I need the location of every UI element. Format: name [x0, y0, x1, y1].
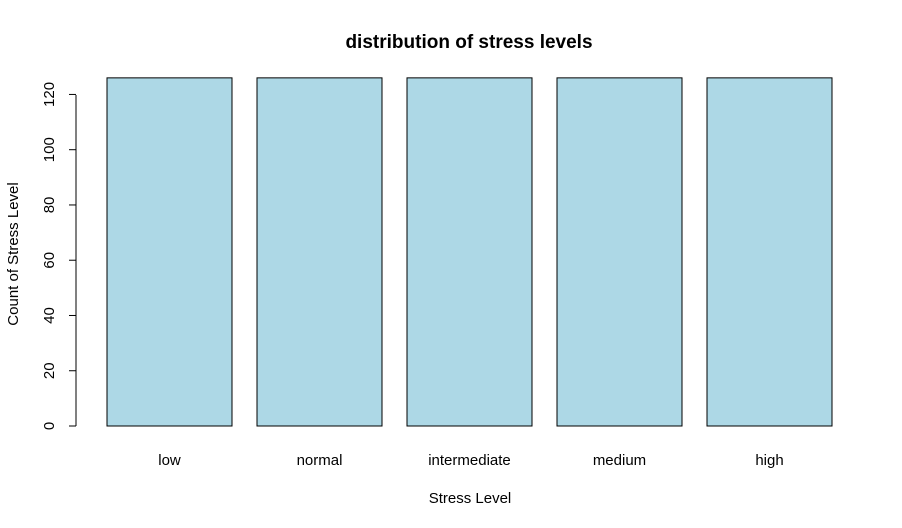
- y-tick-label: 60: [41, 252, 58, 269]
- category-label-high: high: [755, 452, 783, 469]
- bar-intermediate: [406, 77, 533, 427]
- bar-medium: [556, 77, 683, 427]
- bar-normal: [256, 77, 383, 427]
- bar-high: [706, 77, 833, 427]
- category-label-medium: medium: [593, 452, 646, 469]
- category-labels: low normal intermediate medium high: [158, 452, 783, 469]
- y-tick-label: 120: [41, 82, 58, 107]
- y-tick-label: 80: [41, 197, 58, 214]
- y-tick-label: 20: [41, 362, 58, 379]
- category-label-low: low: [158, 452, 181, 469]
- category-label-intermediate: intermediate: [428, 452, 511, 469]
- y-axis-ticks: 0 20 40 60 80 100 120: [41, 82, 76, 430]
- bar-low: [106, 77, 233, 427]
- y-tick-label: 40: [41, 307, 58, 324]
- bars-group: [106, 77, 833, 427]
- category-label-normal: normal: [297, 452, 343, 469]
- y-axis-label: Count of Stress Level: [5, 182, 22, 325]
- x-axis-label: Stress Level: [429, 490, 512, 507]
- y-tick-label: 100: [41, 137, 58, 162]
- chart-title: distribution of stress levels: [345, 32, 592, 53]
- y-tick-label: 0: [41, 422, 58, 430]
